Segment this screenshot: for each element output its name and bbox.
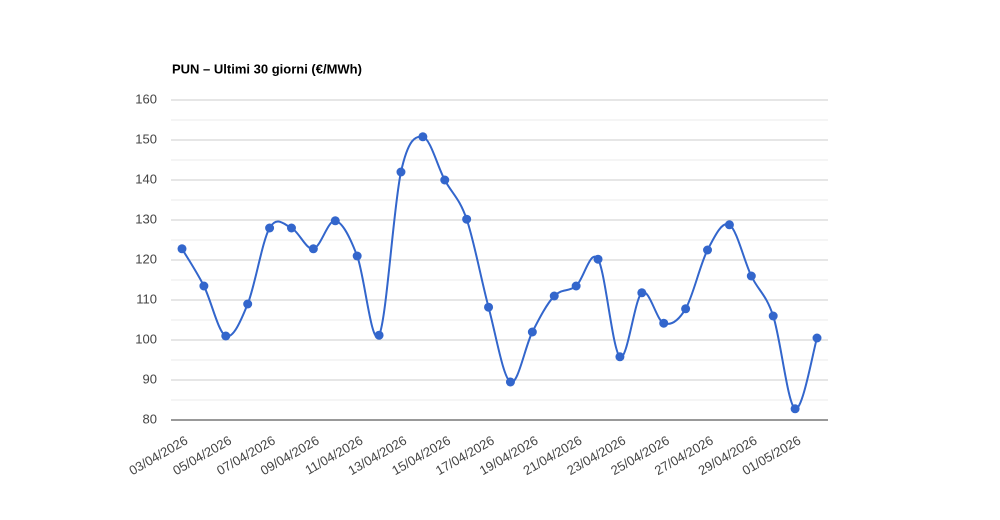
point (637, 288, 647, 298)
point (418, 132, 428, 142)
point (308, 244, 318, 254)
point (462, 214, 472, 224)
y-tick-label: 120 (135, 251, 157, 266)
point (440, 175, 450, 185)
point (484, 302, 494, 312)
y-tick-label: 150 (135, 131, 157, 146)
y-tick-label: 90 (143, 371, 157, 386)
y-tick-label: 100 (135, 331, 157, 346)
chart-title: PUN – Ultimi 30 giorni (€/MWh) (172, 61, 362, 76)
y-tick-label: 80 (143, 411, 157, 426)
point (724, 220, 734, 230)
point (593, 254, 603, 264)
point (812, 333, 822, 343)
point (615, 352, 625, 362)
point (571, 281, 581, 291)
point (330, 216, 340, 226)
y-tick-label: 140 (135, 171, 157, 186)
point (396, 167, 406, 177)
point (527, 327, 537, 337)
line (181, 135, 818, 410)
point (221, 331, 231, 341)
point (681, 304, 691, 314)
y-tick-label: 130 (135, 211, 157, 226)
point (177, 244, 187, 254)
point (243, 299, 253, 309)
point (199, 281, 209, 291)
point (703, 245, 713, 255)
point (286, 223, 296, 233)
point (768, 311, 778, 321)
point (265, 223, 275, 233)
y-tick-label: 160 (135, 91, 157, 106)
point (790, 404, 800, 414)
point (659, 318, 669, 328)
point (374, 330, 384, 340)
point (746, 271, 756, 281)
y-tick-label: 110 (136, 291, 157, 306)
point (549, 291, 559, 301)
point (505, 377, 515, 387)
point (352, 251, 362, 261)
